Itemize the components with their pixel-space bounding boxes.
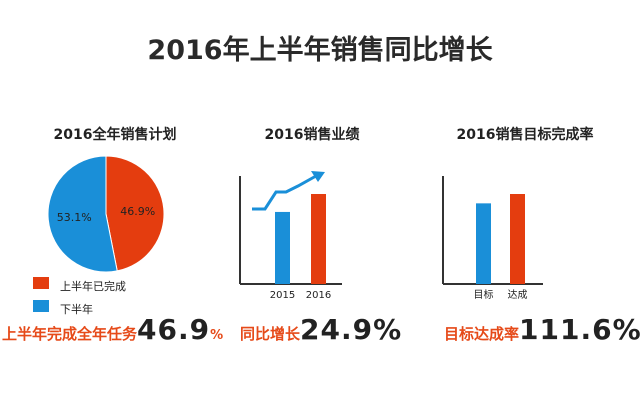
- stat-value: 24.9%: [300, 313, 403, 346]
- pie-slice-0: [105, 155, 165, 272]
- stat-yoy-growth: 同比增长24.9%: [240, 313, 402, 346]
- bar-达成: [510, 194, 525, 284]
- legend-swatch-completed: [33, 277, 49, 289]
- legend-swatch-second-half: [33, 300, 49, 312]
- stat-value: 46.9: [137, 313, 211, 346]
- legend-label-completed: 上半年已完成: [60, 280, 126, 293]
- sales-chart-title: 2016销售业绩: [264, 127, 360, 143]
- bar-2015: [275, 211, 290, 284]
- stat-annual-completion: 上半年完成全年任务46.9%: [2, 313, 223, 346]
- pie-slice-label-0: 46.9%: [120, 205, 155, 218]
- pie-slice-label-1: 53.1%: [57, 211, 92, 224]
- stat-label: 上半年完成全年任务: [2, 325, 138, 343]
- pie-slice-1: [47, 155, 118, 273]
- stat-value: 111.6%: [519, 313, 640, 346]
- target-chart-title: 2016销售目标完成率: [456, 127, 594, 143]
- stat-label: 目标达成率: [444, 325, 520, 343]
- stat-suffix: %: [210, 328, 224, 343]
- x-tick-label: 达成: [508, 289, 528, 301]
- trend-arrow-head: [311, 171, 325, 182]
- bar-2016: [311, 194, 326, 284]
- legend-label-second-half: 下半年: [60, 303, 93, 316]
- stat-target-rate: 目标达成率111.6%: [444, 313, 640, 346]
- trend-line: [252, 174, 317, 211]
- x-tick-label: 2015: [270, 290, 295, 301]
- stat-label: 同比增长: [240, 325, 301, 343]
- x-tick-label: 目标: [474, 289, 494, 301]
- pie-chart-title: 2016全年销售计划: [53, 127, 177, 143]
- page-title: 2016年上半年销售同比增长: [147, 35, 493, 66]
- x-tick-label: 2016: [306, 290, 331, 301]
- bar-目标: [476, 203, 491, 284]
